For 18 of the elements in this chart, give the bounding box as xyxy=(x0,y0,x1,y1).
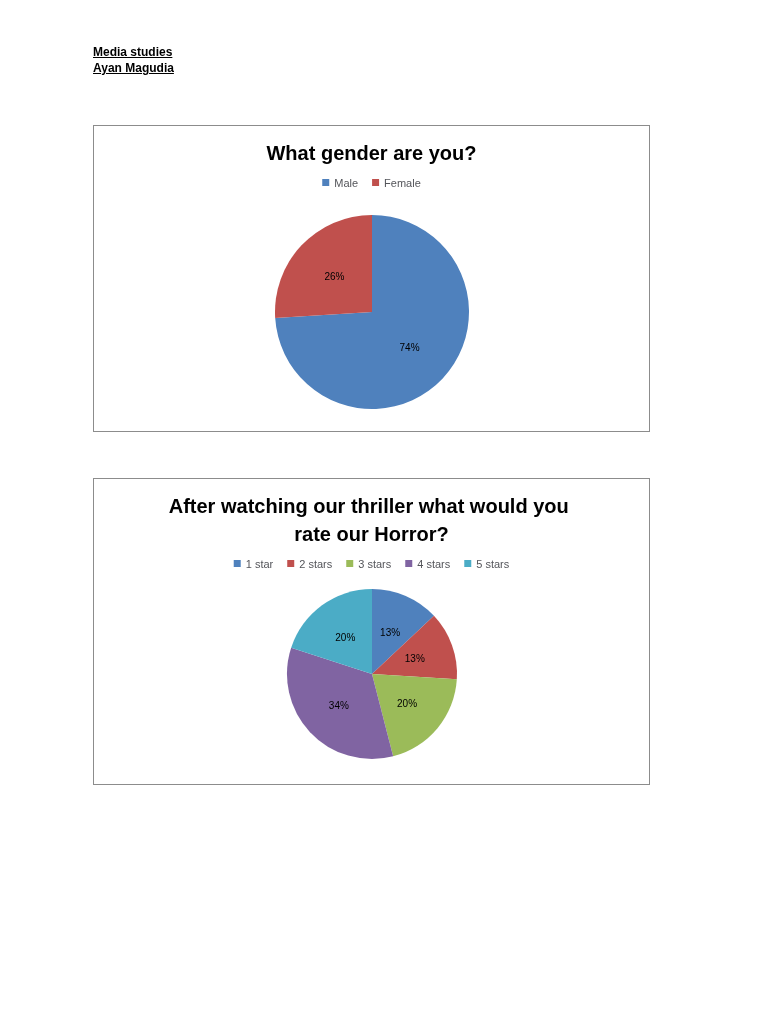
legend-label: 2 stars xyxy=(299,557,333,570)
data-label: 34% xyxy=(328,699,349,711)
data-label: 20% xyxy=(335,631,356,643)
data-label: 13% xyxy=(380,626,401,638)
legend-label: Female xyxy=(384,176,421,189)
text: Ayan Magudia xyxy=(93,60,174,76)
legend-label: Male xyxy=(334,176,359,189)
data-label: 13% xyxy=(404,653,425,665)
chart-title: After watching our thriller what would you rate our Horror? xyxy=(168,495,575,545)
data-label: 26% xyxy=(324,271,345,283)
legend-label: 3 stars xyxy=(358,557,392,570)
text: Media studies xyxy=(93,44,174,60)
data-label: 74% xyxy=(399,341,420,353)
legend-label: 4 stars xyxy=(417,557,451,570)
data-label: 20% xyxy=(397,697,418,709)
legend-label: 5 stars xyxy=(476,557,510,570)
legend-label: 1 star xyxy=(245,557,274,570)
chart-title: What gender are you? xyxy=(266,142,477,164)
